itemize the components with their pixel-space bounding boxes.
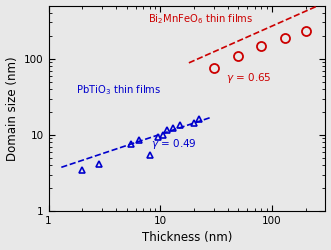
X-axis label: Thickness (nm): Thickness (nm) <box>142 232 232 244</box>
Text: PbTiO$_3$ thin films: PbTiO$_3$ thin films <box>76 84 162 98</box>
Y-axis label: Domain size (nm): Domain size (nm) <box>6 56 19 160</box>
Text: Bi$_2$MnFeO$_6$ thin films: Bi$_2$MnFeO$_6$ thin films <box>148 12 254 26</box>
Text: $\gamma$ = 0.65: $\gamma$ = 0.65 <box>226 71 271 85</box>
Text: $\gamma$ = 0.49: $\gamma$ = 0.49 <box>151 137 197 151</box>
